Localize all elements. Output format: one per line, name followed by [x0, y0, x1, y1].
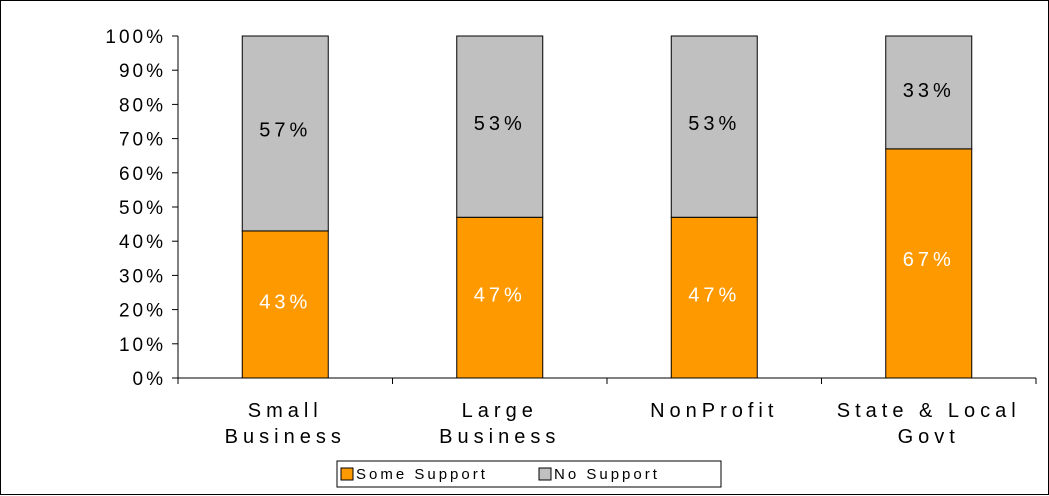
x-axis: Small Business Large Business NonProfit State… [177, 377, 1037, 448]
data-label: 33% [903, 80, 955, 102]
y-tick-label: 10% [119, 335, 166, 356]
y-tick-label: 20% [119, 301, 166, 322]
y-tick-label: 30% [119, 266, 166, 287]
x-category-label: State & Local [837, 400, 1021, 422]
bar-segment-some-support [670, 216, 758, 379]
bar-segment-no-support [241, 35, 329, 232]
bar-segment-no-support [456, 35, 544, 218]
x-category-label: Small [248, 400, 323, 422]
x-category-label: NonProfit [650, 400, 778, 422]
y-tick-label: 80% [119, 95, 166, 116]
data-label: 53% [474, 113, 526, 135]
y-tick-label: 50% [119, 198, 166, 219]
data-label: 67% [903, 249, 955, 271]
data-label: 53% [688, 113, 740, 135]
data-label: 57% [259, 120, 311, 142]
y-axis: 0% 10% 20% 30% 40% 50% 60% 70% 80% 90% 100% [105, 27, 179, 390]
bars: 43% 57% 47% 53% 47% 53% 67% 33% [241, 35, 973, 379]
x-category-label: Business [225, 426, 346, 448]
x-category-label: Govt [898, 426, 960, 448]
data-label: 47% [474, 284, 526, 306]
legend-box [336, 460, 722, 488]
x-category-label: Business [439, 426, 560, 448]
y-tick-label: 100% [105, 27, 166, 48]
bar-segment-some-support [885, 148, 973, 379]
legend-swatch [340, 467, 354, 481]
y-tick-label: 0% [133, 369, 166, 390]
legend-label: No Support [554, 466, 660, 483]
bar-segment-no-support [670, 35, 758, 218]
legend-swatch [538, 467, 552, 481]
legend-label: Some Support [356, 466, 488, 483]
bar-segment-no-support [885, 35, 973, 150]
y-tick-label: 60% [119, 164, 166, 185]
y-tick-label: 90% [119, 61, 166, 82]
y-tick-label: 40% [119, 232, 166, 253]
y-tick-label: 70% [119, 130, 166, 151]
x-category-label: Large [462, 400, 538, 422]
data-label: 43% [259, 292, 311, 314]
legend: Some Support No Support [336, 460, 722, 488]
data-label: 47% [688, 284, 740, 306]
